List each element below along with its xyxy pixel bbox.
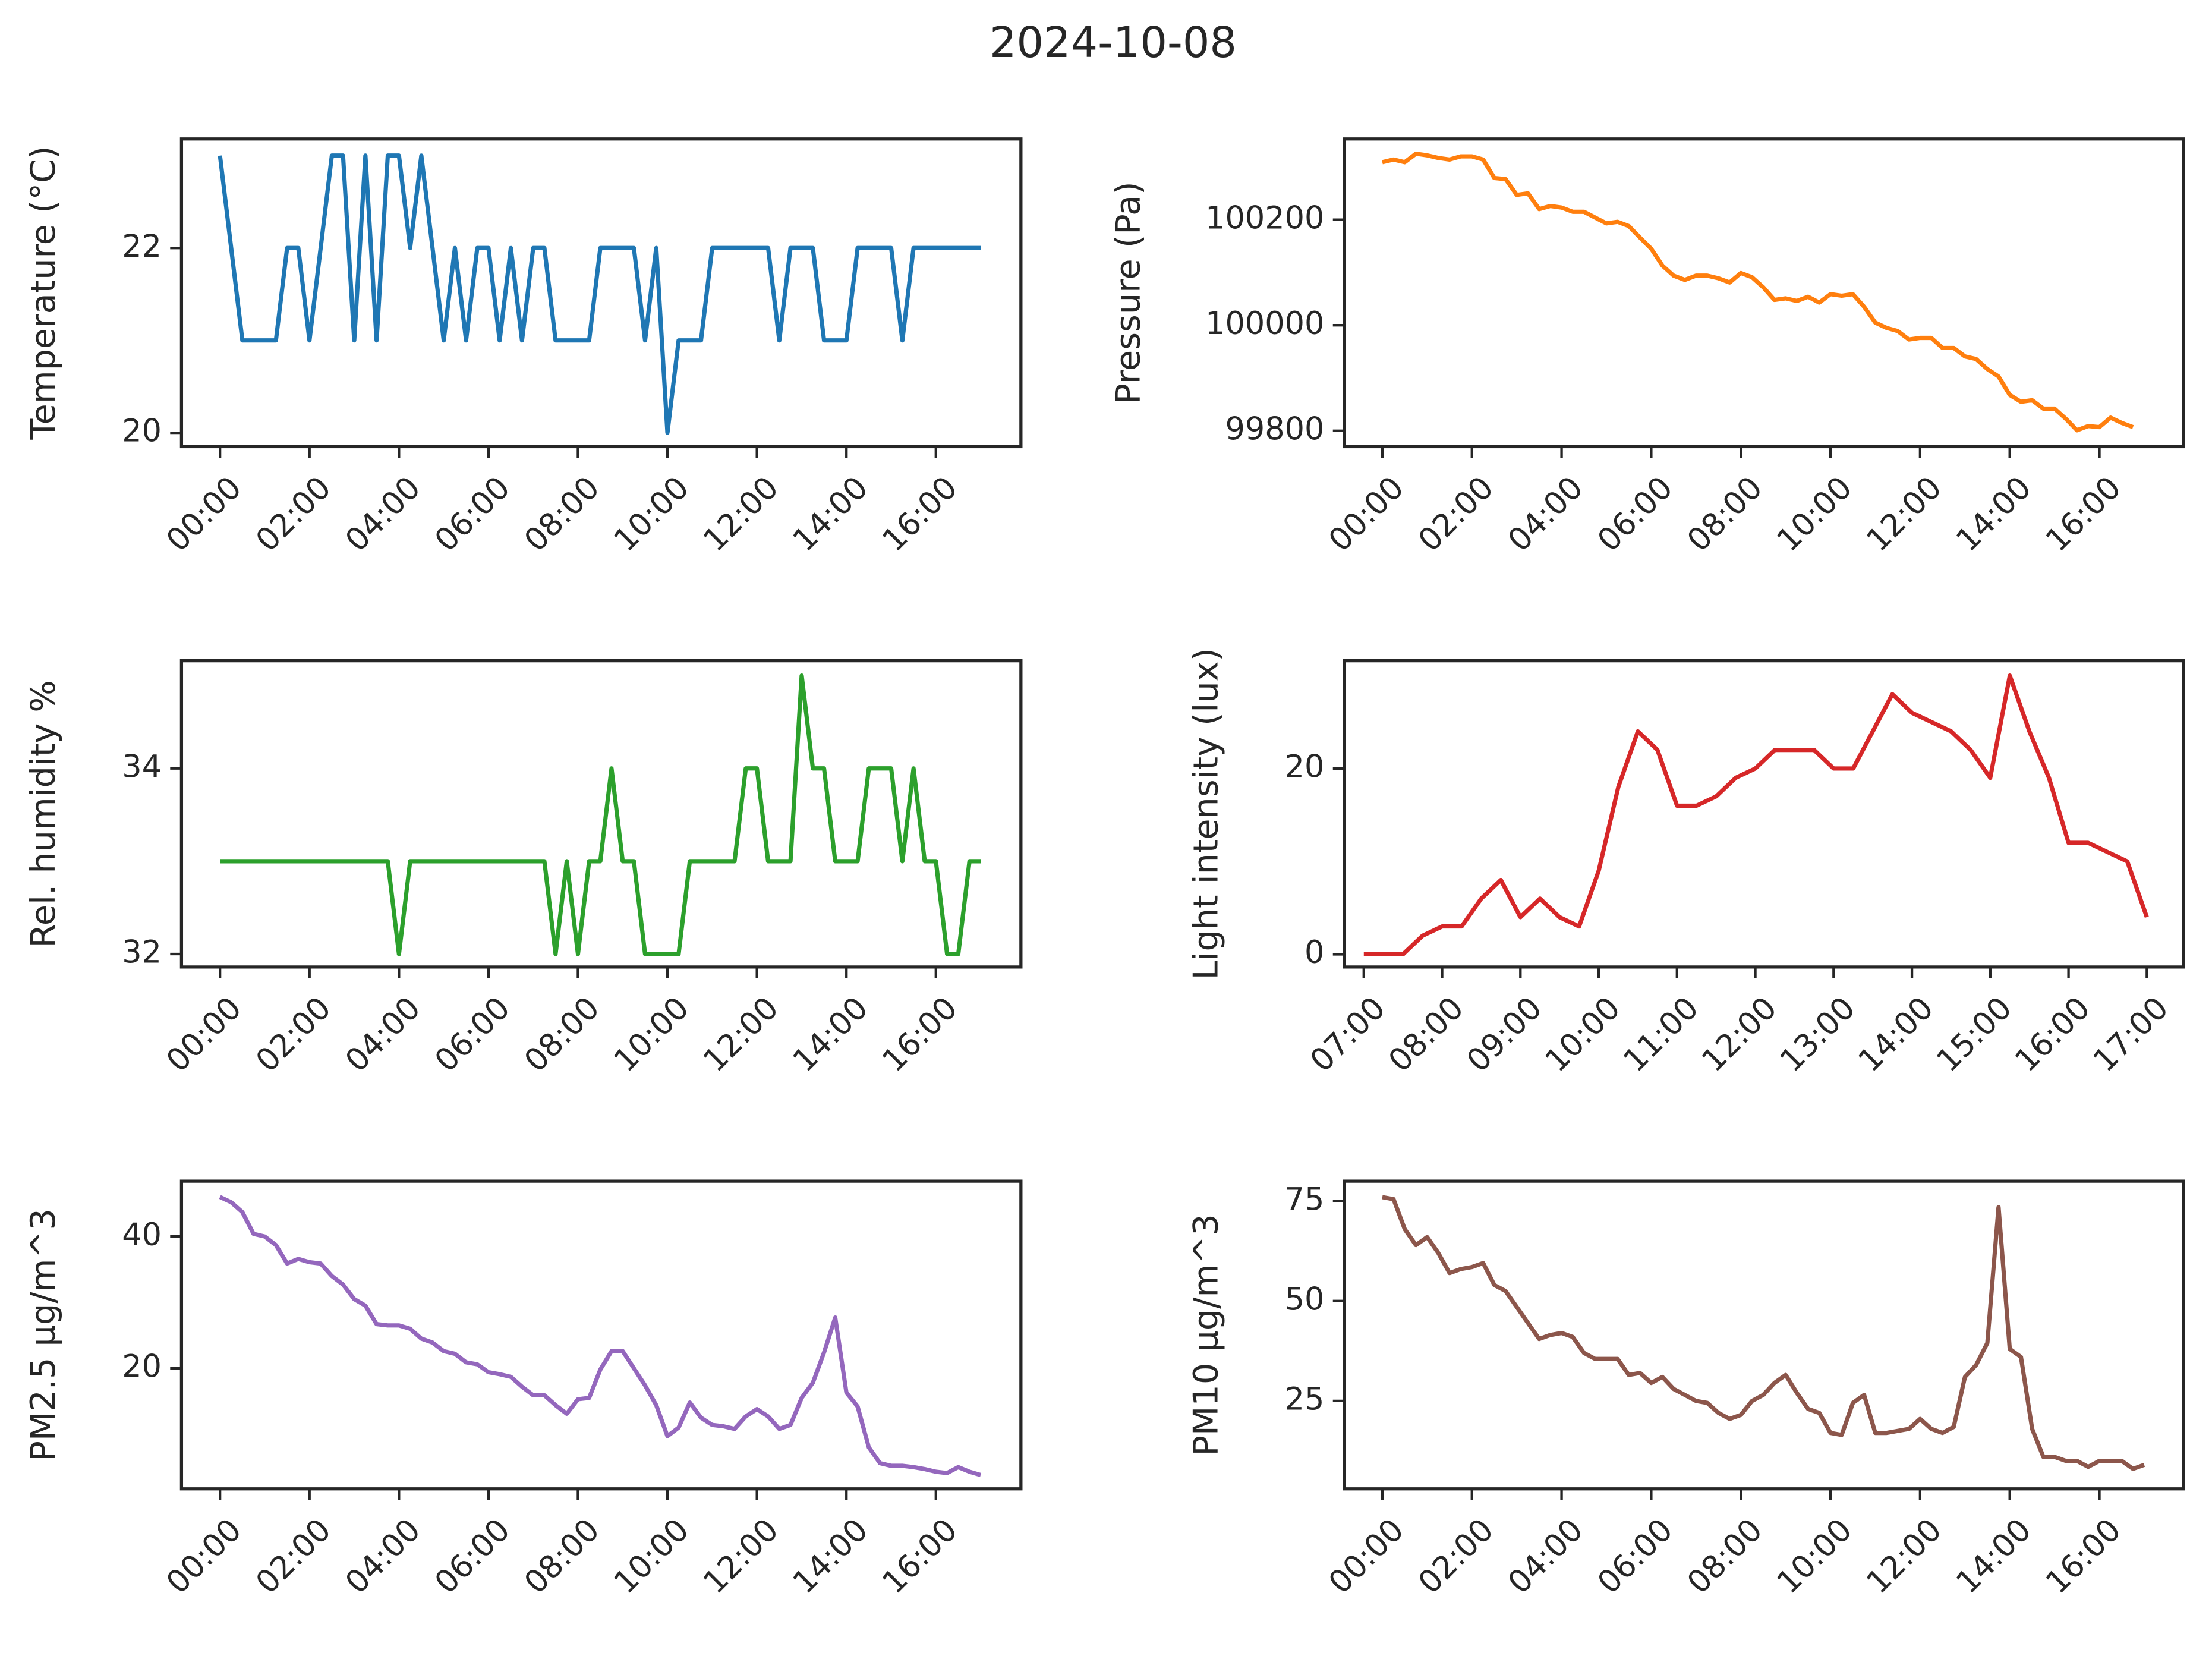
data-line [219,1195,982,1477]
y-tick-label: 100200 [1205,200,1324,236]
data-line [218,153,981,435]
x-tick-label: 08:00 [1382,990,1471,1079]
y-tick-label: 20 [122,1349,162,1385]
y-tick-label: 34 [122,748,162,785]
x-tick-label: 00:00 [159,990,248,1079]
x-tick-label: 02:00 [1411,1512,1501,1601]
figure-title: 2024-10-08 [990,18,1237,67]
y-tick-label: 32 [122,934,162,971]
x-tick-label: 04:00 [338,990,427,1079]
y-tick-label: 22 [122,228,162,265]
axes-frame [1343,137,2185,449]
x-tick-label: 04:00 [338,470,427,559]
x-tick-label: 10:00 [1770,470,1859,559]
axes-frame [179,1179,1023,1491]
x-tick-label: 12:00 [697,470,786,559]
y-axis-label: Pressure (Pa) [1108,181,1148,404]
x-tick-label: 02:00 [249,990,338,1079]
axes-frame [1343,1179,2185,1491]
y-tick-label: 99800 [1225,411,1324,447]
x-tick-label: 12:00 [1860,470,1949,559]
x-tick-label: 00:00 [159,470,248,559]
x-tick-label: 12:00 [697,990,786,1079]
y-axis-label: Light intensity (lux) [1186,648,1225,980]
data-line [1363,673,2149,957]
x-tick-label: 17:00 [2086,990,2175,1079]
x-tick-label: 10:00 [1538,990,1627,1079]
y-tick-label: 25 [1285,1381,1325,1417]
x-tick-label: 11:00 [1617,990,1706,1079]
y-tick-label: 50 [1285,1281,1325,1317]
x-tick-label: 08:00 [1680,470,1769,559]
y-tick-label: 100000 [1205,306,1324,342]
data-line [1382,152,2134,433]
y-axis-label: PM10 µg/m^3 [1186,1214,1225,1456]
x-tick-label: 14:00 [1851,990,1940,1079]
x-tick-label: 16:00 [2008,990,2097,1079]
x-tick-label: 08:00 [518,470,607,559]
x-tick-label: 00:00 [1322,1512,1411,1601]
x-tick-label: 15:00 [1930,990,2019,1079]
x-tick-label: 16:00 [875,990,965,1079]
x-tick-label: 12:00 [1695,990,1784,1079]
x-tick-label: 09:00 [1460,990,1549,1079]
x-tick-label: 00:00 [159,1512,248,1601]
x-tick-label: 14:00 [1949,470,2038,559]
x-tick-label: 08:00 [1680,1512,1769,1601]
x-tick-label: 10:00 [607,1512,696,1601]
x-tick-label: 10:00 [607,990,696,1079]
x-tick-label: 12:00 [697,1512,786,1601]
y-tick-label: 0 [1304,934,1324,971]
y-tick-label: 20 [122,413,162,449]
x-tick-label: 02:00 [249,470,338,559]
y-tick-label: 20 [1285,749,1325,785]
data-line [1382,1195,2145,1471]
x-tick-label: 10:00 [607,470,696,559]
x-tick-label: 06:00 [428,990,517,1079]
axes-frame [179,137,1023,449]
x-tick-label: 12:00 [1860,1512,1949,1601]
x-tick-label: 00:00 [1322,470,1411,559]
axes-frame [1343,659,2185,969]
x-tick-label: 04:00 [338,1512,427,1601]
y-axis-label: Temperature (°C) [23,146,63,440]
x-tick-label: 07:00 [1303,990,1392,1079]
x-tick-label: 13:00 [1773,990,1862,1079]
x-tick-label: 16:00 [875,1512,965,1601]
x-tick-label: 16:00 [2039,470,2128,559]
x-tick-label: 06:00 [428,1512,517,1601]
y-tick-label: 75 [1285,1181,1325,1217]
x-tick-label: 06:00 [1591,470,1680,559]
x-tick-label: 14:00 [1949,1512,2038,1601]
x-tick-label: 16:00 [875,470,965,559]
y-axis-label: Rel. humidity % [23,680,63,947]
x-tick-label: 08:00 [518,990,607,1079]
x-tick-label: 04:00 [1501,1512,1590,1601]
y-axis-label: PM2.5 µg/m^3 [23,1208,63,1461]
x-tick-label: 16:00 [2039,1512,2128,1601]
axes-frame [179,659,1023,969]
x-tick-label: 06:00 [428,470,517,559]
x-tick-label: 02:00 [1411,470,1501,559]
y-tick-label: 40 [122,1217,162,1253]
x-tick-label: 06:00 [1591,1512,1680,1601]
x-tick-label: 08:00 [518,1512,607,1601]
data-line [220,673,981,956]
x-tick-label: 04:00 [1501,470,1590,559]
x-tick-label: 02:00 [249,1512,338,1601]
x-tick-label: 14:00 [786,1512,875,1601]
x-tick-label: 14:00 [786,990,875,1079]
x-tick-label: 14:00 [786,470,875,559]
x-tick-label: 10:00 [1770,1512,1859,1601]
